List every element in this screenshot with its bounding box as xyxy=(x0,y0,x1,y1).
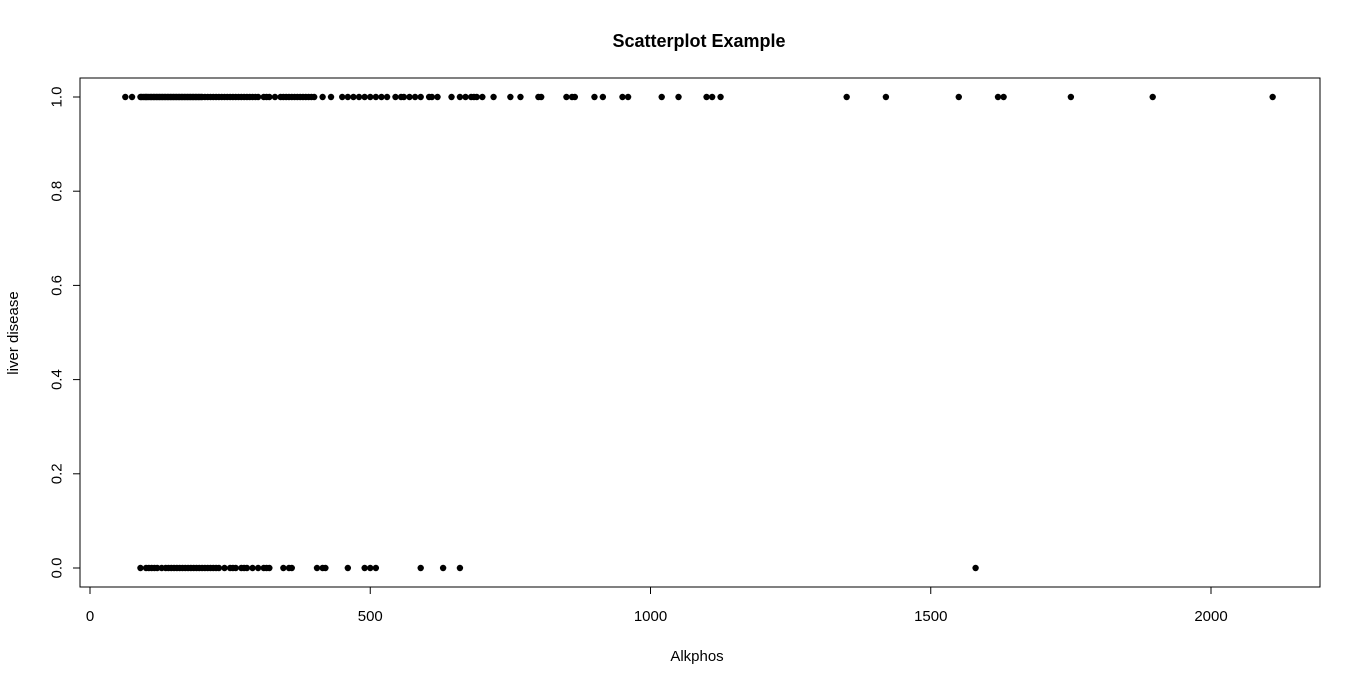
data-point xyxy=(462,93,469,101)
data-point xyxy=(563,93,570,101)
data-point xyxy=(411,93,419,101)
data-point xyxy=(122,93,129,101)
data-point xyxy=(243,564,251,572)
y-axis: 0.0 0.2 0.4 0.6 0.8 1.0 xyxy=(49,87,81,579)
data-point xyxy=(322,564,329,572)
y-tick-label: 1.0 xyxy=(49,87,66,108)
data-point xyxy=(456,564,464,572)
data-point xyxy=(271,93,279,101)
data-point xyxy=(1149,93,1156,101)
data-point xyxy=(350,93,357,101)
data-point xyxy=(383,93,391,101)
data-point xyxy=(417,564,424,572)
data-point xyxy=(392,93,399,101)
data-point xyxy=(400,93,408,101)
data-point xyxy=(448,93,455,101)
data-point xyxy=(378,93,385,101)
data-point xyxy=(344,564,352,572)
data-point xyxy=(254,93,262,101)
data-point xyxy=(254,564,262,572)
data-point xyxy=(658,93,665,101)
data-point xyxy=(367,564,374,572)
x-tick-label: 2000 xyxy=(1194,608,1227,625)
data-point xyxy=(619,93,626,101)
data-point xyxy=(311,93,318,101)
data-point xyxy=(507,93,514,101)
data-point xyxy=(319,93,326,101)
x-axis-label: Alkphos xyxy=(670,648,723,665)
data-point xyxy=(372,93,380,101)
data-point xyxy=(473,93,480,101)
data-point xyxy=(339,93,346,101)
data-point xyxy=(624,93,632,101)
data-point xyxy=(249,564,256,572)
x-tick-label: 500 xyxy=(358,608,383,625)
x-axis: 0 500 1000 1500 2000 xyxy=(86,586,1228,625)
plot-box xyxy=(79,77,1321,588)
x-tick-label: 1500 xyxy=(914,608,947,625)
y-tick-label: 0.8 xyxy=(49,181,66,202)
data-point xyxy=(843,93,850,101)
data-point xyxy=(1067,93,1075,101)
data-point xyxy=(717,93,724,101)
data-point xyxy=(591,93,598,101)
data-point xyxy=(479,93,486,101)
y-tick-label: 0.2 xyxy=(49,463,66,484)
data-point xyxy=(1269,93,1276,101)
chart-title: Scatterplot Example xyxy=(612,31,785,51)
data-point xyxy=(280,564,287,572)
data-point xyxy=(994,93,1002,101)
data-point xyxy=(571,93,579,101)
data-point xyxy=(708,93,716,101)
data-point xyxy=(288,564,295,572)
data-point xyxy=(417,93,424,101)
data-point xyxy=(428,93,436,101)
data-point xyxy=(361,564,368,572)
data-point xyxy=(344,93,352,101)
data-point xyxy=(128,93,136,101)
data-point xyxy=(439,564,447,572)
data-point xyxy=(372,564,380,572)
data-point xyxy=(361,93,368,101)
y-tick-label: 0.0 xyxy=(49,558,66,579)
data-point xyxy=(137,564,144,572)
data-point xyxy=(1000,93,1007,101)
data-point xyxy=(599,93,607,101)
data-point xyxy=(327,93,335,101)
data-point xyxy=(313,564,321,572)
data-point xyxy=(232,564,239,572)
data-points xyxy=(122,93,1276,572)
data-point xyxy=(675,93,682,101)
data-point xyxy=(882,93,890,101)
data-point xyxy=(154,564,161,572)
data-point xyxy=(266,564,273,572)
data-point xyxy=(517,93,524,101)
data-point xyxy=(215,564,223,572)
y-tick-label: 0.4 xyxy=(49,369,66,390)
data-point xyxy=(456,93,464,101)
data-point xyxy=(355,93,363,101)
data-point xyxy=(406,93,413,101)
data-point xyxy=(490,93,497,101)
data-point xyxy=(972,564,979,572)
data-point xyxy=(434,93,441,101)
data-point xyxy=(955,93,962,101)
data-point xyxy=(221,564,228,572)
data-point xyxy=(367,93,374,101)
y-axis-label: liver disease xyxy=(5,291,22,374)
data-point xyxy=(538,93,545,101)
x-tick-label: 1000 xyxy=(634,608,667,625)
data-point xyxy=(703,93,710,101)
data-point xyxy=(266,93,273,101)
y-tick-label: 0.6 xyxy=(49,275,66,296)
x-tick-label: 0 xyxy=(86,608,94,625)
